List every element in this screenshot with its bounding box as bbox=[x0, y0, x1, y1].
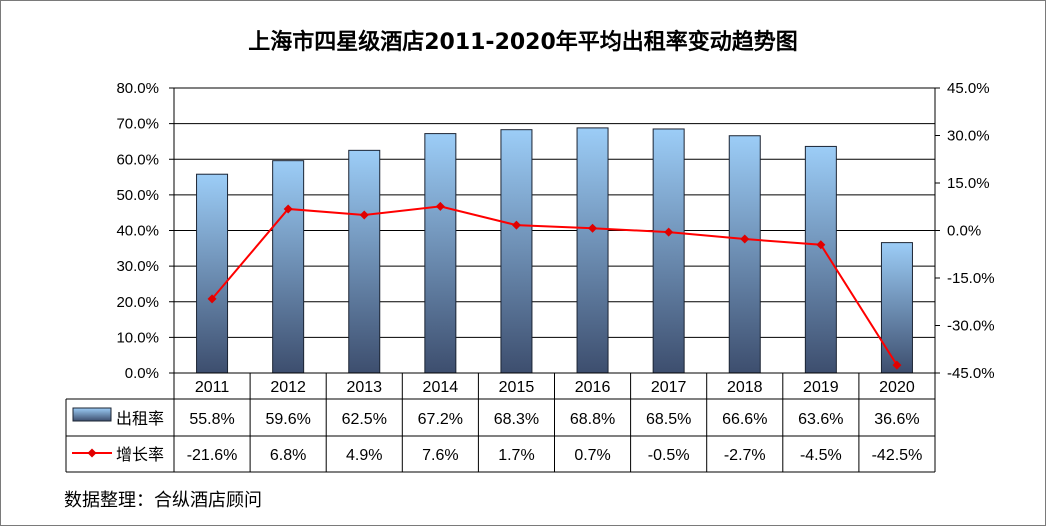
table-cell-occupancy: 68.3% bbox=[494, 411, 539, 428]
growth-point-2019 bbox=[816, 240, 826, 250]
legend-swatch-bar bbox=[72, 407, 112, 422]
table-cell-growth: -21.6% bbox=[187, 447, 238, 464]
table-cell-occupancy: 68.5% bbox=[646, 411, 691, 428]
bar-2015 bbox=[500, 129, 533, 374]
x-tick-label: 2020 bbox=[879, 379, 915, 396]
bar-2019 bbox=[804, 145, 837, 374]
table-cell-growth: 6.8% bbox=[270, 447, 306, 464]
table-cell-growth: 7.6% bbox=[422, 447, 458, 464]
right-axis-tick-label: -45.0% bbox=[947, 365, 995, 382]
x-tick-label: 2017 bbox=[651, 379, 687, 396]
table-cell-occupancy: 59.6% bbox=[265, 411, 310, 428]
growth-point-2013 bbox=[359, 210, 369, 220]
left-axis-tick-label: 10.0% bbox=[116, 329, 159, 346]
left-axis-tick-label: 0.0% bbox=[125, 365, 159, 382]
bar-2012 bbox=[272, 160, 305, 374]
growth-point-2015 bbox=[511, 220, 521, 230]
table-cell-occupancy: 68.8% bbox=[570, 411, 615, 428]
chart-title: 上海市四星级酒店2011-2020年平均出租率变动趋势图 bbox=[248, 30, 798, 55]
bar-2016 bbox=[576, 127, 609, 374]
table-cell-growth: -42.5% bbox=[872, 447, 923, 464]
legend-swatch-marker bbox=[87, 448, 97, 458]
table-cell-growth: -4.5% bbox=[800, 447, 842, 464]
right-axis-tick-label: -15.0% bbox=[947, 270, 995, 287]
table-cell-occupancy: 63.6% bbox=[798, 411, 843, 428]
bar-2018 bbox=[728, 135, 761, 374]
bar-2020 bbox=[880, 242, 913, 374]
line-series bbox=[207, 201, 902, 370]
left-axis-tick-label: 50.0% bbox=[116, 187, 159, 204]
right-axis-tick-label: 30.0% bbox=[947, 128, 990, 145]
x-tick-label: 2018 bbox=[727, 379, 763, 396]
x-tick-label: 2013 bbox=[346, 379, 382, 396]
bar-2014 bbox=[424, 133, 457, 374]
bar-series bbox=[196, 127, 913, 374]
growth-point-2014 bbox=[435, 201, 445, 211]
table-cell-occupancy: 36.6% bbox=[874, 411, 919, 428]
table-cell-growth: -0.5% bbox=[648, 447, 690, 464]
table-cell-occupancy: 62.5% bbox=[342, 411, 387, 428]
left-axis-tick-label: 30.0% bbox=[116, 258, 159, 275]
growth-point-2011 bbox=[207, 294, 217, 304]
table-cell-occupancy: 67.2% bbox=[418, 411, 463, 428]
source-note: 数据整理：合纵酒店顾问 bbox=[64, 490, 262, 511]
data-table: 2011 2012 2013 2014 2015 2016 2017 2018 2019 2020… bbox=[65, 373, 936, 473]
x-tick-label: 2015 bbox=[499, 379, 535, 396]
table-cell-growth: 4.9% bbox=[346, 447, 382, 464]
x-tick-label: 2011 bbox=[195, 379, 230, 396]
right-axis-tick-label: 0.0% bbox=[947, 223, 981, 240]
growth-point-2012 bbox=[283, 204, 293, 214]
legend-label-growth: 增长率 bbox=[116, 446, 164, 464]
x-tick-label: 2019 bbox=[803, 379, 839, 396]
growth-point-2020 bbox=[892, 360, 902, 370]
left-axis-tick-label: 40.0% bbox=[116, 223, 159, 240]
right-axis-tick-label: -30.0% bbox=[947, 318, 995, 335]
left-axis-tick-label: 60.0% bbox=[116, 151, 159, 168]
growth-point-2016 bbox=[588, 223, 598, 233]
growth-line bbox=[211, 205, 898, 366]
left-axis-tick-label: 20.0% bbox=[116, 294, 159, 311]
growth-point-2017 bbox=[664, 227, 674, 237]
x-tick-label: 2016 bbox=[575, 379, 611, 396]
table-cell-occupancy: 66.6% bbox=[722, 411, 767, 428]
table-cell-occupancy: 55.8% bbox=[189, 411, 234, 428]
bar-2013 bbox=[348, 149, 381, 374]
bar-2011 bbox=[196, 173, 229, 374]
bar-2017 bbox=[652, 128, 685, 374]
left-axis-tick-label: 70.0% bbox=[116, 116, 159, 133]
legend-label-occupancy: 出租率 bbox=[116, 410, 164, 428]
x-tick-label: 2014 bbox=[423, 379, 459, 396]
right-axis-tick-label: 45.0% bbox=[947, 80, 990, 97]
table-cell-growth: 0.7% bbox=[574, 447, 610, 464]
left-axis-tick-label: 80.0% bbox=[116, 80, 159, 97]
growth-point-2018 bbox=[740, 234, 750, 244]
right-axis-tick-label: 15.0% bbox=[947, 175, 990, 192]
table-cell-growth: -2.7% bbox=[724, 447, 766, 464]
table-cell-growth: 1.7% bbox=[498, 447, 534, 464]
x-tick-label: 2012 bbox=[270, 379, 306, 396]
